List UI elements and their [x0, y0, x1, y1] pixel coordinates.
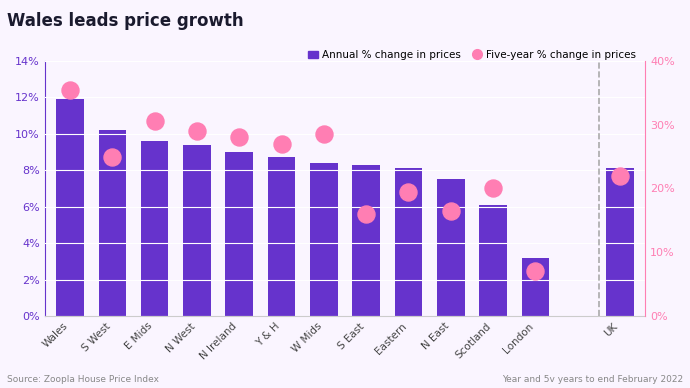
Point	[191, 128, 202, 134]
Point	[107, 154, 118, 160]
Point	[149, 118, 160, 125]
Point	[234, 134, 245, 140]
Bar	[353, 165, 380, 316]
Bar	[522, 258, 549, 316]
Point	[276, 141, 287, 147]
Point	[64, 87, 75, 93]
Point	[361, 211, 372, 217]
Point	[615, 173, 626, 179]
Point	[530, 268, 541, 275]
Bar	[395, 168, 422, 316]
Bar	[226, 152, 253, 316]
Legend: Annual % change in prices, Five-year % change in prices: Annual % change in prices, Five-year % c…	[304, 46, 640, 64]
Bar	[607, 168, 633, 316]
Text: Wales leads price growth: Wales leads price growth	[7, 12, 244, 29]
Point	[403, 189, 414, 195]
Text: Year and 5v years to end February 2022: Year and 5v years to end February 2022	[502, 375, 683, 384]
Bar	[141, 141, 168, 316]
Bar	[183, 145, 210, 316]
Bar	[310, 163, 337, 316]
Bar	[57, 99, 83, 316]
Bar	[437, 179, 464, 316]
Bar	[99, 130, 126, 316]
Point	[318, 131, 329, 137]
Text: Source: Zoopla House Price Index: Source: Zoopla House Price Index	[7, 375, 159, 384]
Point	[488, 185, 499, 192]
Point	[445, 208, 456, 214]
Bar	[480, 205, 507, 316]
Bar	[268, 158, 295, 316]
